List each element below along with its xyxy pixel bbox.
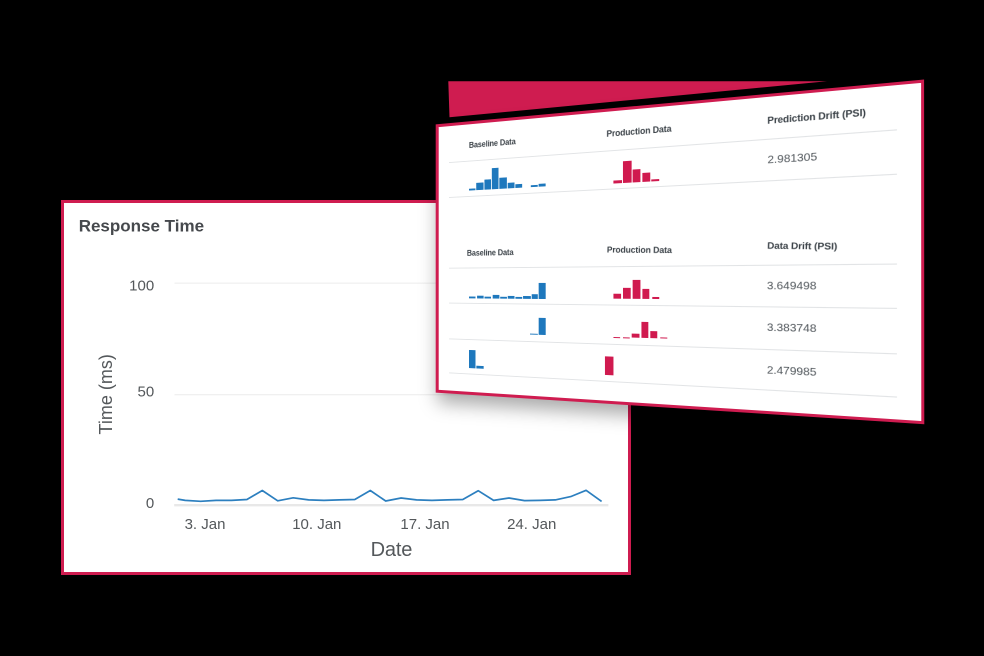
svg-text:3. Jan: 3. Jan — [184, 516, 225, 533]
svg-text:17. Jan: 17. Jan — [400, 516, 449, 533]
svg-text:10. Jan: 10. Jan — [292, 516, 341, 533]
svg-text:50: 50 — [137, 384, 154, 401]
svg-text:Time (ms): Time (ms) — [95, 354, 115, 434]
svg-text:100: 100 — [129, 278, 154, 295]
svg-text:Date: Date — [370, 539, 412, 561]
svg-text:0: 0 — [145, 495, 153, 512]
svg-text:Response Time: Response Time — [78, 216, 203, 235]
svg-text:24. Jan: 24. Jan — [507, 516, 556, 533]
